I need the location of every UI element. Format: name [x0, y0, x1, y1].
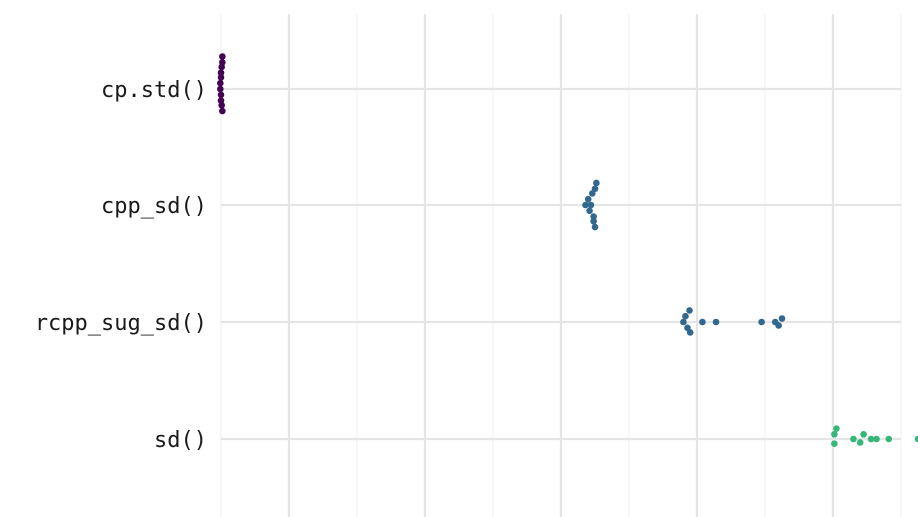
- data-point-3-2: [831, 440, 838, 447]
- data-point-2-1: [682, 312, 689, 320]
- data-point-2-0: [686, 307, 693, 314]
- data-point-2-7: [758, 318, 765, 326]
- y-tick-label-0: cp.std(): [101, 78, 207, 103]
- y-tick-label-1: cpp_sd(): [101, 194, 207, 219]
- data-point-0-5: [217, 79, 224, 87]
- data-point-1-3: [584, 195, 592, 203]
- data-point-3-1: [831, 431, 838, 438]
- y-axis-labels: cp.std() cpp_sd() rcpp_sug_sd() sd(): [35, 78, 207, 453]
- data-point-3-5: [867, 435, 875, 443]
- data-point-2-4: [686, 329, 694, 336]
- data-point-0-7: [217, 91, 225, 99]
- data-point-1-4: [582, 201, 589, 209]
- data-point-1-9: [591, 223, 599, 231]
- data-point-1-7: [590, 213, 597, 220]
- data-point-0-2: [218, 63, 225, 71]
- data-point-3-0: [833, 425, 840, 432]
- data-points: [217, 53, 918, 447]
- data-point-1-5: [587, 201, 595, 209]
- data-point-0-3: [217, 69, 225, 77]
- data-point-2-6: [712, 318, 720, 326]
- data-point-2-10: [775, 322, 782, 329]
- data-point-3-6: [856, 439, 864, 446]
- grid-lines: [220, 14, 902, 517]
- data-point-3-3: [850, 435, 857, 443]
- data-point-0-9: [218, 101, 225, 109]
- data-point-2-9: [778, 315, 786, 322]
- data-point-0-10: [219, 107, 226, 115]
- data-point-0-4: [217, 74, 225, 81]
- data-point-1-2: [588, 190, 596, 197]
- y-tick-label-3: sd(): [154, 428, 207, 453]
- data-point-0-0: [219, 53, 226, 60]
- data-point-3-9: [914, 435, 918, 443]
- data-point-1-8: [590, 217, 597, 225]
- data-point-0-6: [217, 85, 224, 93]
- data-point-2-2: [680, 318, 687, 326]
- data-point-3-4: [860, 431, 867, 438]
- data-point-2-5: [699, 318, 706, 326]
- data-point-1-6: [586, 207, 593, 215]
- data-point-3-8: [885, 435, 893, 443]
- data-point-3-7: [873, 435, 880, 443]
- y-tick-label-2: rcpp_sug_sd(): [35, 311, 207, 336]
- data-point-1-0: [593, 179, 600, 187]
